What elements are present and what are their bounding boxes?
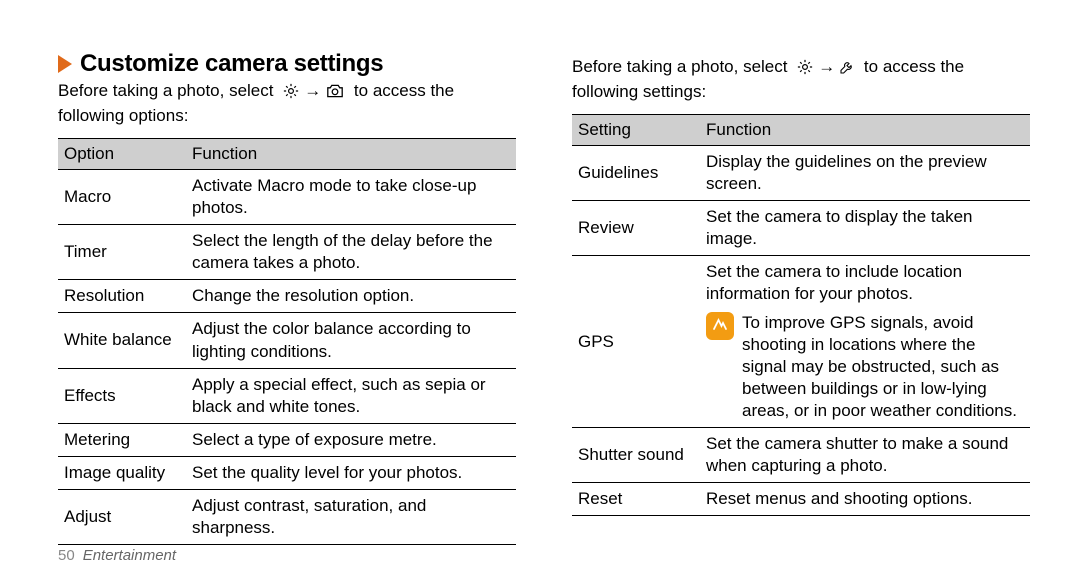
function-cell: Adjust contrast, saturation, and sharpne… bbox=[186, 490, 516, 545]
section-name: Entertainment bbox=[83, 547, 176, 564]
gps-note-text: To improve GPS signals, avoid shooting i… bbox=[742, 312, 1022, 422]
option-cell: Macro bbox=[58, 169, 186, 224]
option-cell: Resolution bbox=[58, 280, 186, 313]
gps-line1: Set the camera to include location infor… bbox=[706, 261, 1022, 305]
settings-table: Setting Function GuidelinesDisplay the g… bbox=[572, 114, 1030, 516]
arrow-glyph: → bbox=[304, 80, 321, 103]
table-row: GuidelinesDisplay the guidelines on the … bbox=[572, 145, 1030, 200]
table-row: MeteringSelect a type of exposure metre. bbox=[58, 423, 516, 456]
setting-cell: GPS bbox=[572, 256, 700, 428]
function-cell: Set the camera shutter to make a sound w… bbox=[700, 428, 1030, 483]
function-cell: Set the quality level for your photos. bbox=[186, 456, 516, 489]
manual-page: Customize camera settings Before taking … bbox=[0, 0, 1080, 586]
gear-icon bbox=[282, 82, 300, 100]
function-cell: Select a type of exposure metre. bbox=[186, 423, 516, 456]
options-header-function: Function bbox=[186, 138, 516, 169]
settings-header-setting: Setting bbox=[572, 114, 700, 145]
left-column: Customize camera settings Before taking … bbox=[58, 50, 516, 545]
setting-cell: Review bbox=[572, 201, 700, 256]
function-cell: Display the guidelines on the preview sc… bbox=[700, 145, 1030, 200]
table-row-gps: GPSSet the camera to include location in… bbox=[572, 256, 1030, 428]
table-row: MacroActivate Macro mode to take close-u… bbox=[58, 169, 516, 224]
table-row: Image qualitySet the quality level for y… bbox=[58, 456, 516, 489]
intro-right: Before taking a photo, select → to acces… bbox=[572, 56, 1030, 104]
table-row: ResolutionChange the resolution option. bbox=[58, 280, 516, 313]
table-row: EffectsApply a special effect, such as s… bbox=[58, 368, 516, 423]
camera-icon bbox=[325, 83, 345, 99]
settings-header-function: Function bbox=[700, 114, 1030, 145]
intro-left-post-b: following options: bbox=[58, 105, 516, 128]
setting-cell: Shutter sound bbox=[572, 428, 700, 483]
options-table: Option Function MacroActivate Macro mode… bbox=[58, 138, 516, 545]
table-row: ResetReset menus and shooting options. bbox=[572, 483, 1030, 516]
option-cell: Metering bbox=[58, 423, 186, 456]
setting-cell: Guidelines bbox=[572, 145, 700, 200]
table-header-row: Setting Function bbox=[572, 114, 1030, 145]
section-heading-row: Customize camera settings bbox=[58, 50, 516, 78]
function-cell: Reset menus and shooting options. bbox=[700, 483, 1030, 516]
intro-left: Before taking a photo, select → to acces… bbox=[58, 80, 516, 128]
section-heading: Customize camera settings bbox=[80, 50, 383, 78]
function-cell: Set the camera to include location infor… bbox=[700, 256, 1030, 428]
option-cell: Adjust bbox=[58, 490, 186, 545]
function-cell: Set the camera to display the taken imag… bbox=[700, 201, 1030, 256]
gps-note-row: To improve GPS signals, avoid shooting i… bbox=[706, 312, 1022, 422]
option-cell: Effects bbox=[58, 368, 186, 423]
gear-icon bbox=[796, 58, 814, 76]
intro-right-post-a: to access the bbox=[859, 56, 964, 79]
table-row: White balanceAdjust the color balance ac… bbox=[58, 313, 516, 368]
function-cell: Adjust the color balance according to li… bbox=[186, 313, 516, 368]
option-cell: Image quality bbox=[58, 456, 186, 489]
intro-left-post-a: to access the bbox=[349, 80, 454, 103]
function-cell: Change the resolution option. bbox=[186, 280, 516, 313]
intro-left-pre: Before taking a photo, select bbox=[58, 80, 278, 103]
table-row: AdjustAdjust contrast, saturation, and s… bbox=[58, 490, 516, 545]
options-header-option: Option bbox=[58, 138, 186, 169]
page-footer: 50 Entertainment bbox=[58, 547, 176, 564]
arrow-glyph: → bbox=[818, 56, 835, 79]
function-cell: Activate Macro mode to take close-up pho… bbox=[186, 169, 516, 224]
wrench-icon bbox=[839, 58, 855, 76]
intro-right-post-b: following settings: bbox=[572, 81, 1030, 104]
table-row: TimerSelect the length of the delay befo… bbox=[58, 225, 516, 280]
page-number: 50 bbox=[58, 547, 75, 564]
option-cell: Timer bbox=[58, 225, 186, 280]
note-icon bbox=[706, 312, 734, 340]
setting-cell: Reset bbox=[572, 483, 700, 516]
table-row: ReviewSet the camera to display the take… bbox=[572, 201, 1030, 256]
intro-right-pre: Before taking a photo, select bbox=[572, 56, 792, 79]
option-cell: White balance bbox=[58, 313, 186, 368]
function-cell: Apply a special effect, such as sepia or… bbox=[186, 368, 516, 423]
two-column-layout: Customize camera settings Before taking … bbox=[58, 50, 1030, 545]
table-row: Shutter soundSet the camera shutter to m… bbox=[572, 428, 1030, 483]
right-column: Before taking a photo, select → to acces… bbox=[572, 50, 1030, 545]
chevron-right-icon bbox=[58, 53, 74, 75]
table-header-row: Option Function bbox=[58, 138, 516, 169]
function-cell: Select the length of the delay before th… bbox=[186, 225, 516, 280]
